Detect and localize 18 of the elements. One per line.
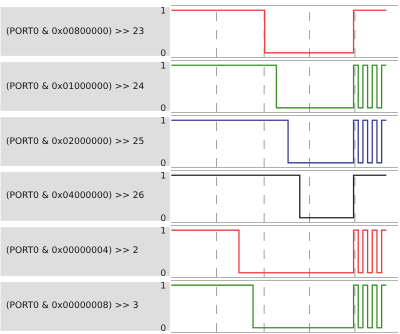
y-tick-label: 1: [160, 6, 166, 16]
y-tick-label: 0: [160, 158, 166, 169]
y-tick-label: 1: [160, 171, 166, 182]
y-axis-title: (PORT0 & 0x00000008) >> 3: [6, 301, 138, 311]
y-tick-label: 0: [160, 104, 166, 114]
y-axis-title: (PORT0 & 0x04000000) >> 26: [6, 191, 144, 201]
y-tick-label: 0: [160, 268, 166, 279]
y-tick-label: 0: [160, 48, 166, 59]
y-tick-label: 0: [160, 324, 166, 334]
y-axis-title: (PORT0 & 0x00000004) >> 2: [6, 246, 138, 256]
y-tick-label: 1: [160, 226, 166, 236]
y-tick-label: 1: [160, 61, 166, 72]
y-axis-title: (PORT0 & 0x01000000) >> 24: [6, 82, 144, 92]
y-axis-title: (PORT0 & 0x02000000) >> 25: [6, 137, 144, 147]
y-tick-label: 0: [160, 214, 166, 224]
y-tick-label: 1: [160, 281, 166, 292]
y-tick-label: 1: [160, 116, 166, 126]
y-axis-title: (PORT0 & 0x00800000) >> 23: [6, 27, 144, 37]
